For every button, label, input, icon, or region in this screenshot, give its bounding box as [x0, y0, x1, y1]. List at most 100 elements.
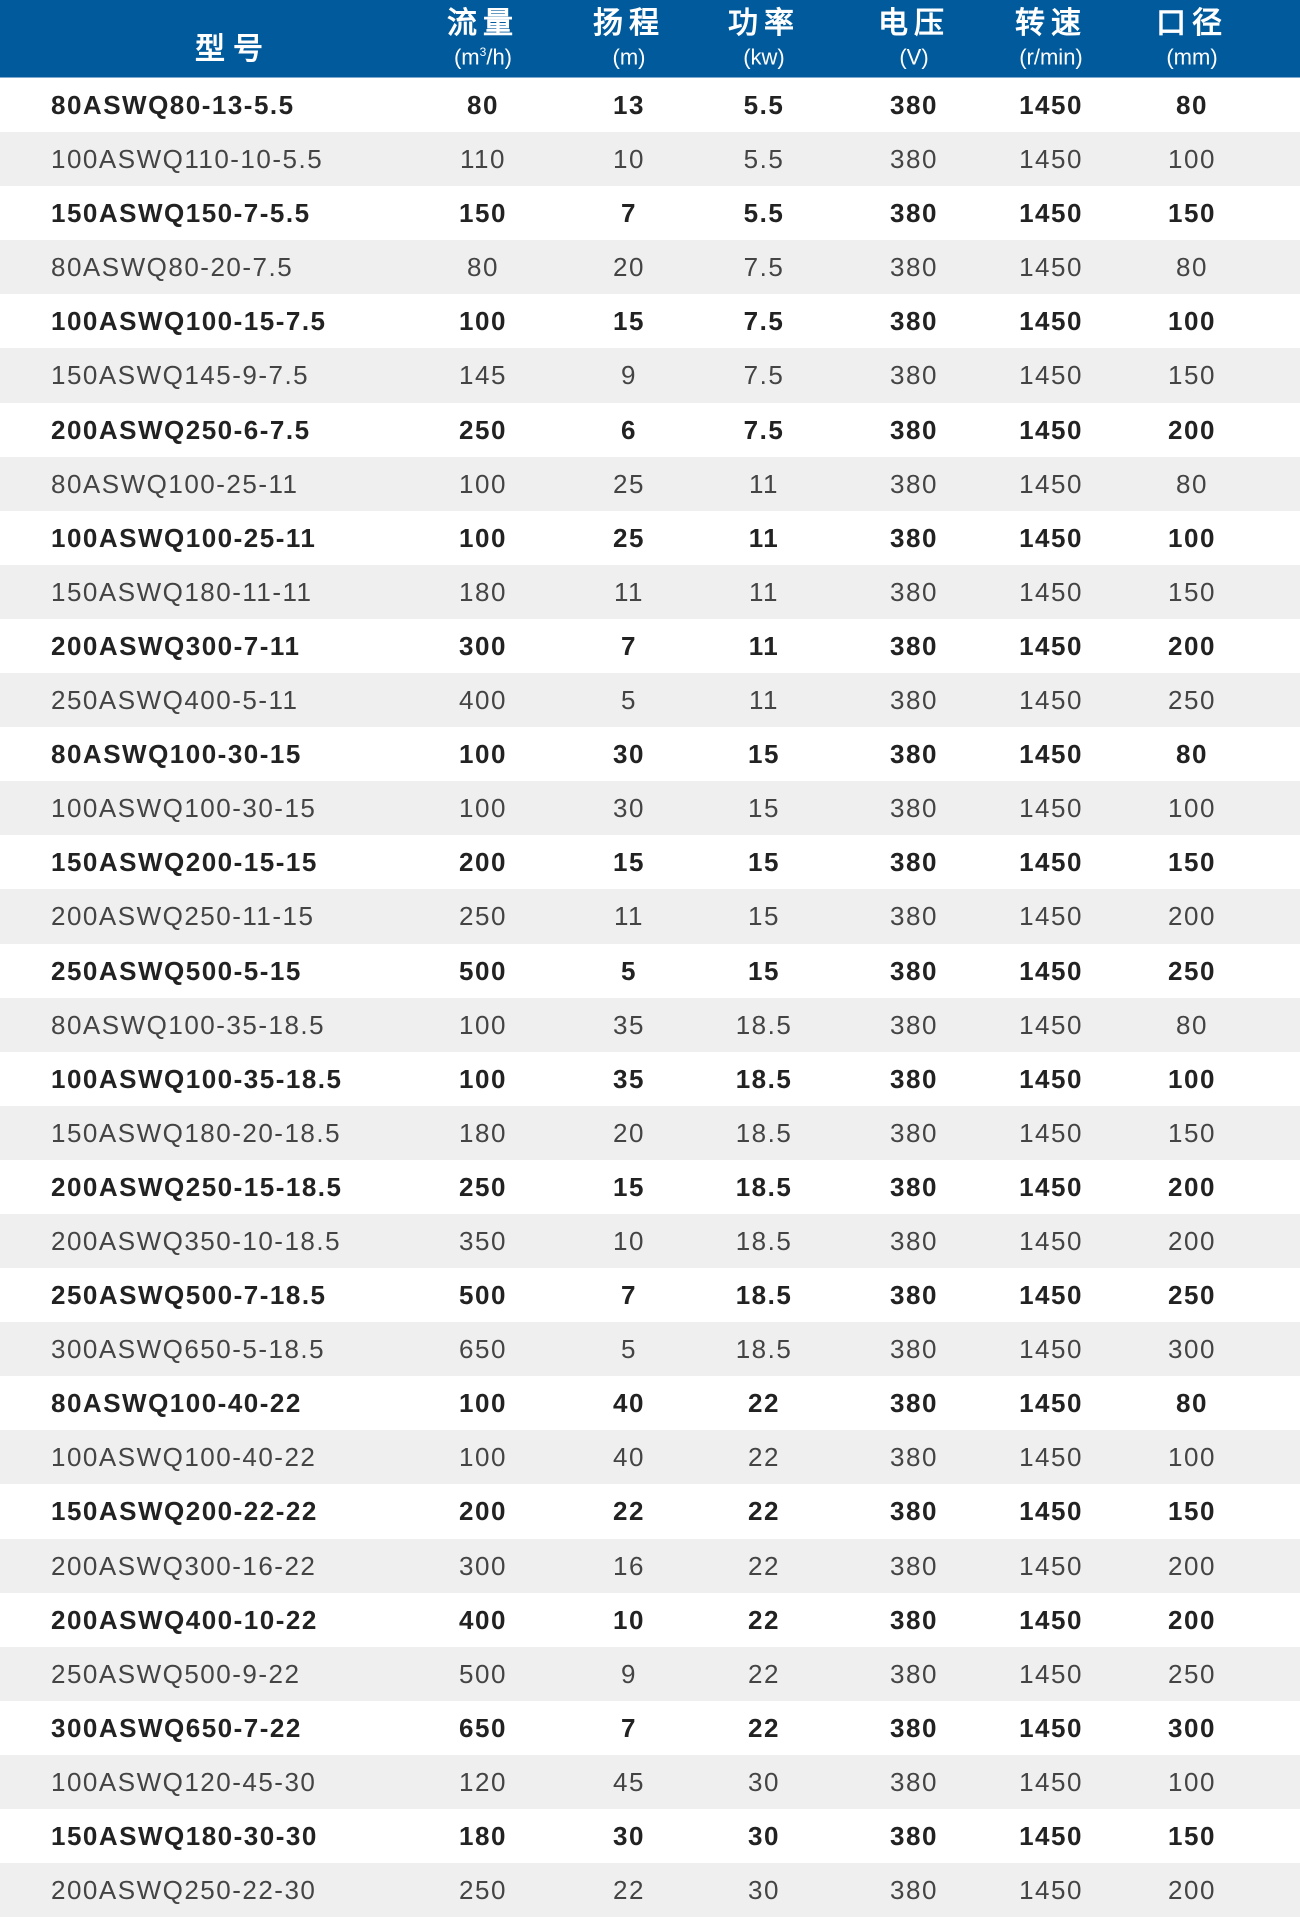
cell-speed: 1450	[1019, 1334, 1083, 1365]
cell-voltage: 380	[890, 576, 938, 607]
cell-diameter: 200	[1168, 1550, 1216, 1581]
table-row: 300ASWQ650-5-18.5 650 5 18.5 380 1450 300	[0, 1322, 1300, 1377]
cell-voltage: 380	[890, 739, 938, 770]
cell-speed: 1450	[1019, 1766, 1083, 1797]
cell-diameter: 80	[1176, 468, 1208, 499]
cell-voltage: 380	[890, 90, 938, 120]
cell-model: 200ASWQ300-7-11	[51, 630, 301, 661]
cell-diameter: 200	[1168, 414, 1216, 445]
cell-speed: 1450	[1019, 90, 1083, 120]
cell-power: 15	[748, 901, 780, 932]
cell-voltage: 380	[890, 1658, 938, 1689]
cell-head: 45	[613, 1766, 645, 1797]
cell-head: 40	[613, 1388, 645, 1419]
cell-speed: 1450	[1019, 630, 1083, 661]
cell-power: 18.5	[735, 1063, 793, 1094]
cell-head: 40	[613, 1442, 645, 1473]
header-label: 扬程	[593, 7, 665, 40]
header-label: 功率	[728, 7, 800, 40]
cell-model: 300ASWQ650-5-18.5	[51, 1334, 326, 1365]
table-row: 250ASWQ400-5-11 400 5 11 380 1450 250	[0, 673, 1300, 728]
cell-flow: 500	[459, 1658, 507, 1689]
header-power: 功率 (kw)	[728, 0, 800, 78]
cell-power: 11	[749, 576, 779, 607]
cell-flow: 80	[467, 252, 499, 283]
cell-voltage: 380	[890, 522, 938, 553]
header-voltage: 电压 (V)	[878, 0, 950, 78]
cell-power: 30	[748, 1875, 780, 1906]
cell-voltage: 380	[890, 630, 938, 661]
cell-head: 15	[613, 306, 645, 337]
cell-diameter: 200	[1168, 630, 1216, 661]
cell-speed: 1450	[1019, 1550, 1083, 1581]
cell-diameter: 200	[1168, 1171, 1216, 1202]
cell-voltage: 380	[890, 1388, 938, 1419]
cell-speed: 1450	[1019, 1712, 1083, 1743]
cell-diameter: 100	[1168, 793, 1216, 824]
cell-power: 7.5	[743, 252, 785, 283]
header-model: 型号	[195, 33, 271, 66]
cell-speed: 1450	[1019, 793, 1083, 824]
header-speed: 转速 (r/min)	[1015, 0, 1087, 78]
table-row: 150ASWQ180-20-18.5 180 20 18.5 380 1450 150	[0, 1105, 1300, 1160]
cell-diameter: 200	[1168, 1225, 1216, 1256]
header-unit: (kw)	[743, 44, 785, 70]
cell-head: 25	[613, 522, 645, 553]
cell-head: 15	[613, 1171, 645, 1202]
table-row: 250ASWQ500-5-15 500 5 15 380 1450 250	[0, 944, 1300, 998]
cell-diameter: 300	[1168, 1712, 1216, 1743]
cell-model: 150ASWQ150-7-5.5	[51, 198, 311, 229]
cell-model: 150ASWQ145-9-7.5	[51, 360, 310, 391]
cell-head: 35	[613, 1009, 645, 1040]
cell-model: 200ASWQ400-10-22	[51, 1604, 318, 1635]
table-row: 100ASWQ100-35-18.5 100 35 18.5 380 1450 100	[0, 1052, 1300, 1106]
header-unit: (m)	[612, 44, 646, 70]
table-row: 150ASWQ200-22-22 200 22 22 380 1450 150	[0, 1484, 1300, 1538]
cell-diameter: 250	[1168, 955, 1216, 986]
cell-speed: 1450	[1019, 144, 1083, 175]
cell-power: 18.5	[735, 1225, 793, 1256]
cell-model: 150ASWQ180-11-11	[51, 576, 313, 607]
cell-speed: 1450	[1019, 1604, 1083, 1635]
cell-head: 30	[613, 793, 645, 824]
cell-diameter: 200	[1168, 1875, 1216, 1906]
cell-power: 5.5	[743, 198, 785, 229]
cell-flow: 120	[459, 1766, 507, 1797]
cell-flow: 180	[459, 1117, 507, 1148]
cell-power: 15	[748, 955, 780, 986]
cell-diameter: 150	[1168, 1821, 1216, 1851]
cell-diameter: 150	[1168, 1496, 1216, 1527]
cell-speed: 1450	[1019, 198, 1083, 229]
cell-power: 15	[748, 739, 780, 770]
cell-voltage: 380	[890, 1280, 938, 1311]
cell-power: 22	[748, 1496, 780, 1527]
cell-voltage: 380	[890, 1821, 938, 1851]
cell-head: 11	[614, 576, 644, 607]
cell-head: 5	[621, 685, 637, 716]
cell-model: 100ASWQ100-30-15	[51, 793, 317, 824]
cell-head: 15	[613, 847, 645, 878]
cell-voltage: 380	[890, 1117, 938, 1148]
cell-model: 80ASWQ100-40-22	[51, 1388, 302, 1419]
cell-speed: 1450	[1019, 468, 1083, 499]
cell-diameter: 200	[1168, 901, 1216, 932]
cell-model: 100ASWQ100-25-11	[51, 522, 317, 553]
cell-speed: 1450	[1019, 901, 1083, 932]
cell-speed: 1450	[1019, 1442, 1083, 1473]
cell-speed: 1450	[1019, 1009, 1083, 1040]
cell-diameter: 80	[1176, 739, 1208, 770]
cell-flow: 145	[459, 360, 507, 391]
cell-flow: 80	[467, 90, 499, 120]
cell-voltage: 380	[890, 360, 938, 391]
cell-head: 9	[621, 1658, 637, 1689]
cell-speed: 1450	[1019, 955, 1083, 986]
table-row: 100ASWQ120-45-30 120 45 30 380 1450 100	[0, 1754, 1300, 1809]
cell-flow: 400	[459, 685, 507, 716]
cell-power: 7.5	[743, 414, 785, 445]
cell-speed: 1450	[1019, 1821, 1083, 1851]
cell-diameter: 250	[1168, 1280, 1216, 1311]
cell-voltage: 380	[890, 847, 938, 878]
cell-model: 200ASWQ250-15-18.5	[51, 1171, 343, 1202]
cell-head: 25	[613, 468, 645, 499]
cell-speed: 1450	[1019, 522, 1083, 553]
